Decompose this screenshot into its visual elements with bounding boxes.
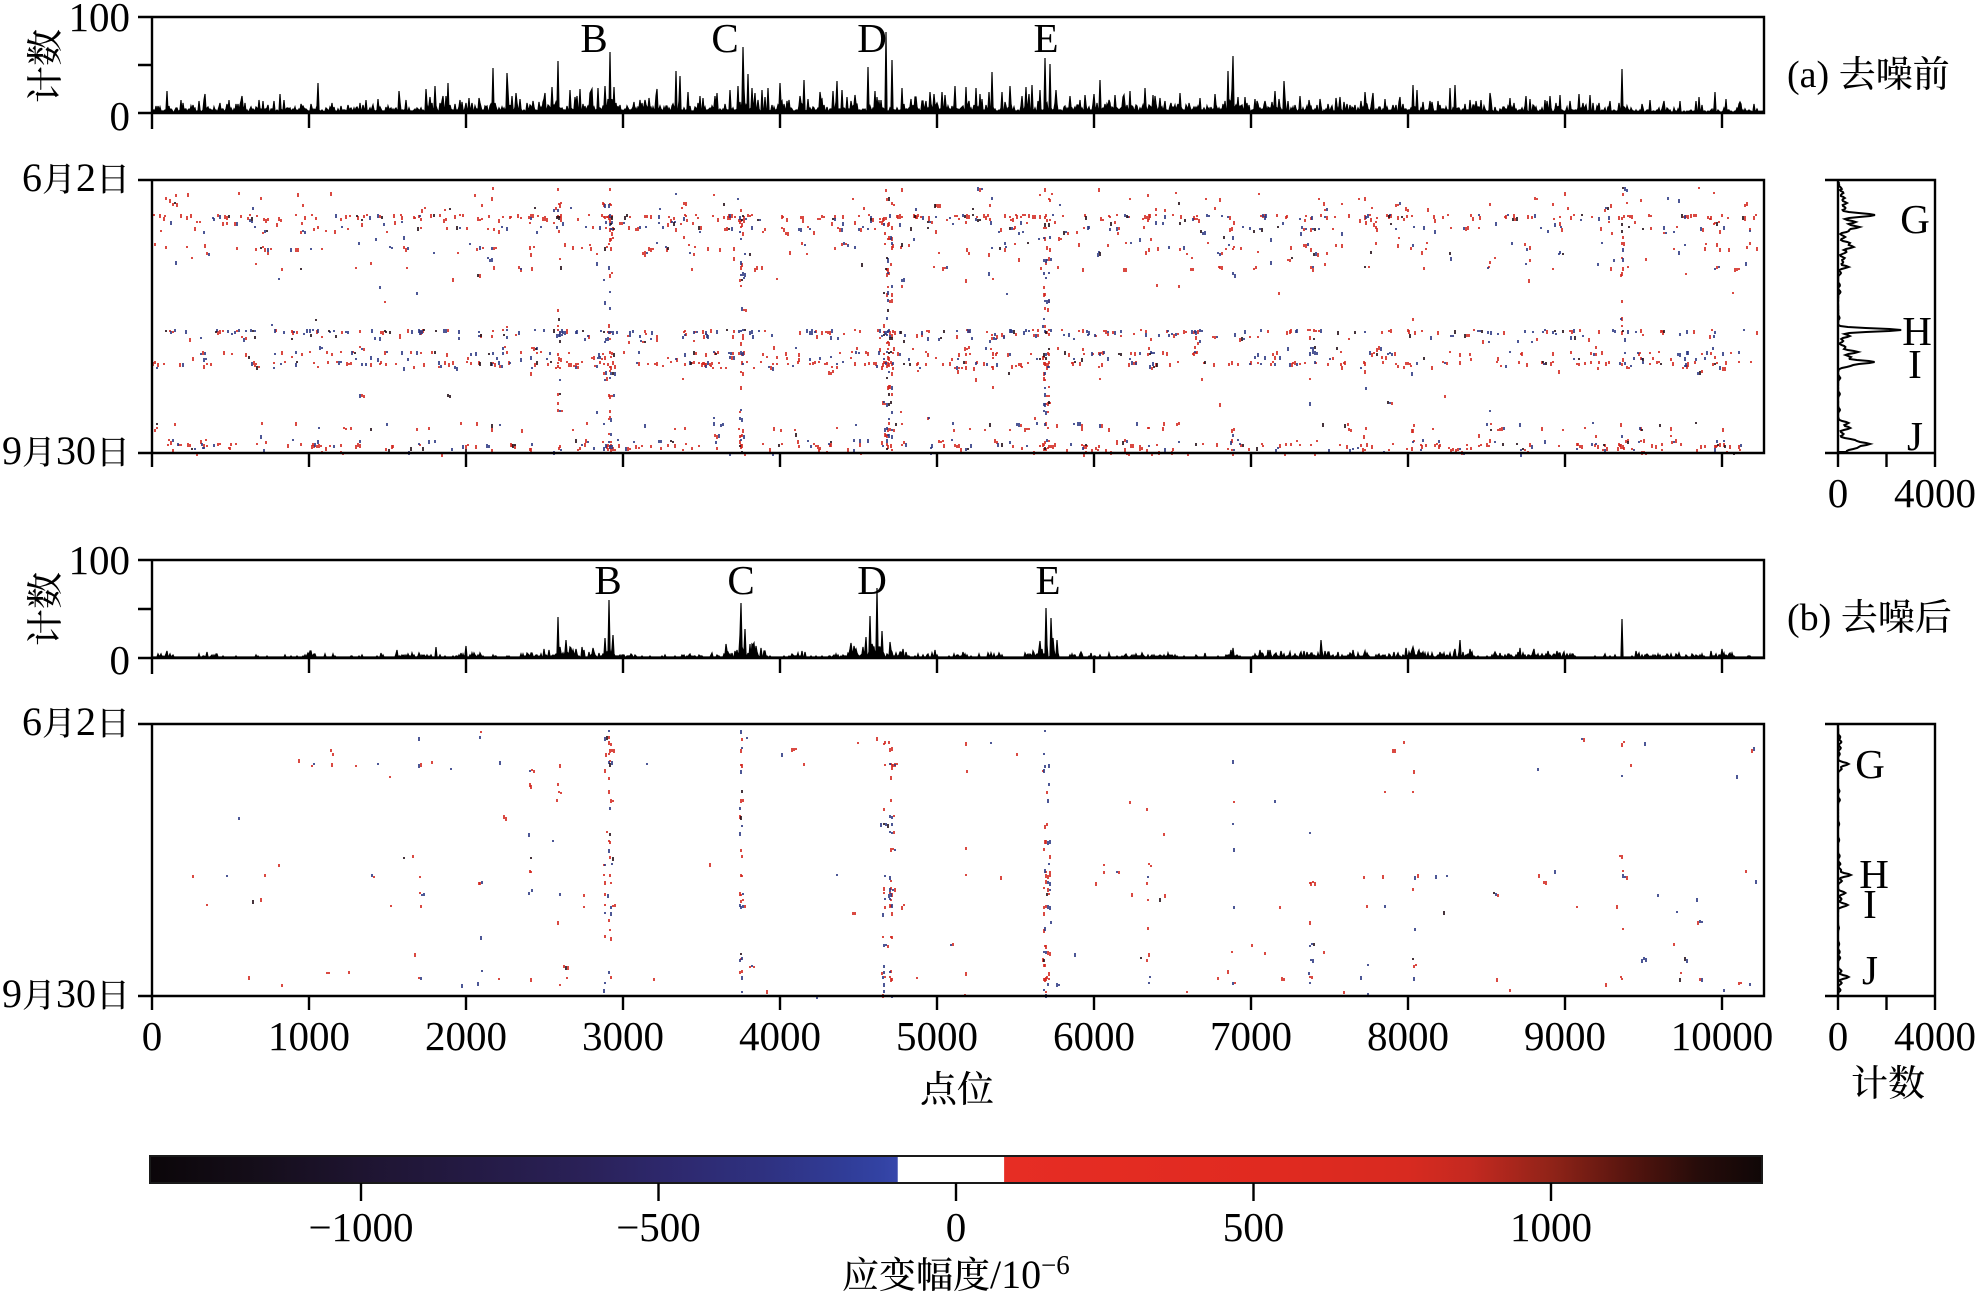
svg-text:8000: 8000 — [1367, 1013, 1449, 1059]
svg-text:I: I — [1908, 341, 1922, 387]
svg-text:9: 9 — [2, 428, 22, 473]
svg-text:2000: 2000 — [425, 1013, 507, 1059]
svg-text:4000: 4000 — [739, 1013, 821, 1059]
svg-text:0: 0 — [110, 93, 131, 139]
svg-text:(b): (b) — [1787, 597, 1831, 639]
svg-text:B: B — [580, 15, 607, 61]
svg-text:6000: 6000 — [1053, 1013, 1135, 1059]
svg-text:0: 0 — [946, 1204, 967, 1250]
svg-text:H: H — [1902, 308, 1932, 354]
svg-text:−6: −6 — [1041, 1250, 1070, 1280]
svg-text:0: 0 — [1828, 470, 1849, 516]
svg-text:D: D — [857, 557, 887, 603]
svg-text:3000: 3000 — [582, 1013, 664, 1059]
svg-text:C: C — [711, 15, 738, 61]
svg-text:30: 30 — [56, 971, 96, 1016]
svg-text:4000: 4000 — [1894, 1013, 1976, 1059]
svg-text:100: 100 — [69, 537, 131, 583]
svg-text:/10: /10 — [990, 1252, 1041, 1297]
svg-text:B: B — [594, 557, 621, 603]
svg-text:G: G — [1900, 196, 1930, 242]
svg-text:G: G — [1855, 741, 1885, 787]
svg-text:1000: 1000 — [268, 1013, 350, 1059]
svg-text:500: 500 — [1223, 1204, 1285, 1250]
svg-text:9: 9 — [2, 971, 22, 1016]
svg-text:1000: 1000 — [1510, 1204, 1592, 1250]
svg-text:7000: 7000 — [1210, 1013, 1292, 1059]
svg-text:−500: −500 — [616, 1204, 701, 1250]
svg-text:E: E — [1033, 15, 1058, 61]
svg-text:2: 2 — [76, 155, 96, 200]
svg-text:4000: 4000 — [1894, 470, 1976, 516]
svg-text:−1000: −1000 — [308, 1204, 413, 1250]
svg-text:0: 0 — [1828, 1013, 1849, 1059]
svg-text:6: 6 — [22, 699, 42, 744]
svg-text:H: H — [1859, 851, 1889, 897]
svg-text:(a): (a) — [1787, 54, 1829, 96]
svg-text:2: 2 — [76, 699, 96, 744]
svg-text:D: D — [857, 15, 887, 61]
svg-text:5000: 5000 — [896, 1013, 978, 1059]
svg-text:10000: 10000 — [1671, 1013, 1774, 1059]
svg-text:30: 30 — [56, 428, 96, 473]
svg-text:I: I — [1863, 881, 1877, 927]
svg-text:J: J — [1862, 947, 1878, 993]
svg-text:9000: 9000 — [1524, 1013, 1606, 1059]
svg-text:0: 0 — [110, 637, 131, 683]
svg-text:E: E — [1035, 557, 1060, 603]
svg-text:0: 0 — [142, 1013, 163, 1059]
svg-text:6: 6 — [22, 155, 42, 200]
svg-text:100: 100 — [69, 0, 131, 40]
svg-text:C: C — [727, 557, 754, 603]
svg-text:J: J — [1907, 413, 1923, 459]
